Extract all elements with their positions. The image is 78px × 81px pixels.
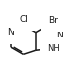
Text: Br: Br: [48, 16, 58, 25]
Text: Cl: Cl: [20, 15, 29, 24]
Text: N: N: [56, 31, 62, 40]
Text: NH: NH: [47, 44, 60, 53]
Text: N: N: [7, 28, 14, 37]
